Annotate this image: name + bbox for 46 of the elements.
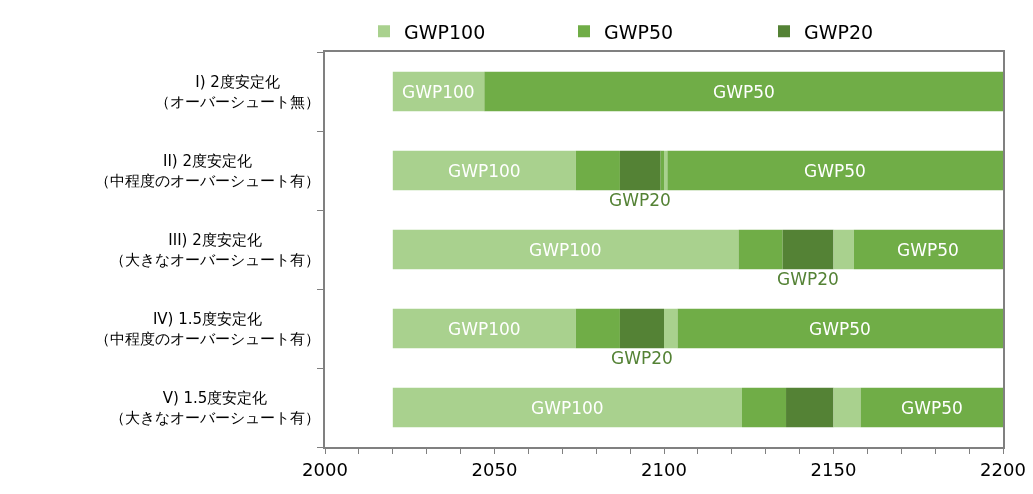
data-label: GWP50	[713, 82, 775, 102]
bar	[786, 387, 834, 428]
bar	[484, 71, 1003, 112]
bar	[392, 308, 576, 349]
bar	[741, 387, 787, 428]
x-tick-label: 2000	[302, 458, 348, 480]
data-label: GWP20	[609, 190, 671, 210]
bar	[667, 150, 1003, 191]
data-label: GWP100	[448, 161, 521, 181]
x-tick-label: 2050	[471, 458, 518, 480]
y-tick-label: V) 1.5度安定化（大きなオーバーシュート有）	[110, 389, 320, 427]
y-tick-label: I) 2度安定化（オーバーシュート無）	[155, 73, 320, 111]
bar	[833, 229, 854, 270]
data-label: GWP20	[611, 348, 673, 368]
bar	[575, 308, 620, 349]
data-label: GWP50	[901, 398, 963, 418]
data-label: GWP100	[531, 398, 604, 418]
bar	[782, 229, 834, 270]
bar	[619, 308, 664, 349]
legend-label: GWP50	[604, 20, 674, 43]
y-tick-label: III) 2度安定化（大きなオーバーシュート有）	[110, 231, 320, 269]
bar	[677, 308, 1003, 349]
data-label: GWP100	[402, 82, 475, 102]
x-tick-label: 2150	[810, 458, 857, 480]
bar	[392, 150, 576, 191]
legend-label: GWP100	[404, 20, 486, 43]
x-tick-label: 2100	[641, 458, 687, 480]
x-tick-label: 2200	[980, 458, 1026, 480]
data-label: GWP100	[448, 319, 521, 339]
y-tick-label: II) 2度安定化（中程度のオーバーシュート有）	[95, 152, 320, 190]
bar	[860, 387, 1003, 428]
data-label: GWP20	[777, 269, 839, 289]
data-label: GWP50	[809, 319, 871, 339]
legend-label: GWP20	[804, 20, 874, 43]
bar	[619, 150, 661, 191]
bar	[392, 229, 739, 270]
bar	[664, 308, 678, 349]
y-tick-label: IV) 1.5度安定化（中程度のオーバーシュート有）	[95, 310, 320, 348]
data-label: GWP50	[804, 161, 866, 181]
bar	[833, 387, 861, 428]
data-label: GWP50	[897, 240, 959, 260]
data-label: GWP100	[529, 240, 602, 260]
bar	[853, 229, 1003, 270]
bar	[392, 387, 742, 428]
bar	[575, 150, 620, 191]
bar	[738, 229, 783, 270]
